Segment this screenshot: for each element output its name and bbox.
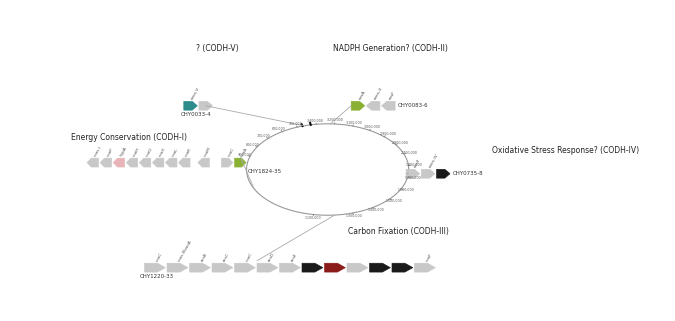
FancyArrow shape bbox=[113, 158, 125, 167]
Text: cooX: cooX bbox=[158, 147, 167, 157]
FancyArrow shape bbox=[406, 169, 420, 178]
FancyArrow shape bbox=[100, 158, 111, 167]
Text: cooH: cooH bbox=[132, 146, 140, 157]
Text: ? (CODH-V): ? (CODH-V) bbox=[196, 44, 239, 53]
Text: CHY0033-4: CHY0033-4 bbox=[181, 112, 212, 117]
Text: 3,100,000: 3,100,000 bbox=[346, 121, 363, 125]
Text: acsD: acsD bbox=[267, 252, 276, 263]
FancyArrow shape bbox=[87, 158, 99, 167]
Text: cosA: cosA bbox=[358, 90, 367, 100]
Text: 1,300,000: 1,300,000 bbox=[346, 214, 363, 218]
FancyArrow shape bbox=[257, 263, 278, 272]
Text: cooU: cooU bbox=[145, 146, 154, 157]
Text: coos-V: coos-V bbox=[190, 86, 201, 100]
Text: cooK: cooK bbox=[184, 147, 192, 157]
Text: acsC: acsC bbox=[223, 252, 231, 263]
Text: 600,000: 600,000 bbox=[272, 127, 286, 131]
Text: cooM: cooM bbox=[204, 146, 213, 157]
Text: cooA: cooA bbox=[240, 147, 249, 157]
Text: Energy Conservation (CODH-I): Energy Conservation (CODH-I) bbox=[71, 133, 187, 142]
Text: 1,100,000: 1,100,000 bbox=[304, 216, 321, 220]
Text: cooC: cooC bbox=[227, 147, 236, 157]
Text: hypA: hypA bbox=[119, 146, 128, 157]
Text: 3,000,000: 3,000,000 bbox=[364, 125, 381, 129]
Text: 1,700,000: 1,700,000 bbox=[405, 176, 421, 180]
Text: cooP: cooP bbox=[106, 147, 114, 157]
FancyArrow shape bbox=[184, 101, 197, 110]
FancyArrow shape bbox=[153, 158, 164, 167]
FancyArrow shape bbox=[178, 158, 190, 167]
FancyArrow shape bbox=[325, 263, 346, 272]
Text: Carbon Fixation (CODH-III): Carbon Fixation (CODH-III) bbox=[348, 227, 449, 236]
Text: 700,000: 700,000 bbox=[257, 134, 271, 138]
Text: acsE: acsE bbox=[290, 252, 298, 263]
Text: 2,700,000: 2,700,000 bbox=[401, 151, 418, 155]
Text: 1,400,000: 1,400,000 bbox=[368, 208, 385, 213]
FancyArrow shape bbox=[221, 158, 233, 167]
FancyArrow shape bbox=[392, 263, 413, 272]
Text: 3,400,000: 3,400,000 bbox=[307, 119, 324, 123]
Text: CHY0735-8: CHY0735-8 bbox=[453, 171, 484, 176]
Text: 1,600,000: 1,600,000 bbox=[398, 188, 414, 192]
Text: CHY1220-33: CHY1220-33 bbox=[139, 274, 173, 279]
FancyArrow shape bbox=[144, 263, 165, 272]
FancyArrow shape bbox=[167, 263, 188, 272]
Text: cooC: cooC bbox=[155, 252, 163, 263]
FancyArrow shape bbox=[234, 263, 255, 272]
FancyArrow shape bbox=[199, 101, 213, 110]
Text: 2,900,000: 2,900,000 bbox=[379, 132, 396, 136]
Text: CHY0083-6: CHY0083-6 bbox=[398, 103, 429, 108]
Text: 3,200,000: 3,200,000 bbox=[327, 118, 344, 122]
Text: CHY1824-35: CHY1824-35 bbox=[248, 169, 282, 174]
FancyArrow shape bbox=[190, 263, 211, 272]
FancyArrow shape bbox=[139, 158, 151, 167]
FancyArrow shape bbox=[437, 169, 450, 178]
Text: cooC: cooC bbox=[245, 252, 254, 263]
FancyArrow shape bbox=[165, 158, 177, 167]
Text: 800,000: 800,000 bbox=[246, 143, 259, 147]
Text: 1,800,000: 1,800,000 bbox=[406, 163, 423, 167]
Text: coos-IIIaooA: coos-IIIaooA bbox=[178, 239, 193, 263]
Text: 2,800,000: 2,800,000 bbox=[392, 141, 409, 145]
FancyArrow shape bbox=[234, 158, 246, 167]
Text: NADPH Generation? (CODH-II): NADPH Generation? (CODH-II) bbox=[333, 44, 448, 53]
Text: coos-IV: coos-IV bbox=[428, 153, 439, 169]
Text: cooL: cooL bbox=[171, 147, 180, 157]
FancyArrow shape bbox=[351, 101, 364, 110]
Text: cosF: cosF bbox=[388, 90, 397, 100]
Text: Oxidative Stress Response? (CODH-IV): Oxidative Stress Response? (CODH-IV) bbox=[493, 146, 639, 155]
Text: coos-II: coos-II bbox=[373, 86, 383, 100]
FancyArrow shape bbox=[212, 263, 233, 272]
FancyArrow shape bbox=[198, 158, 209, 167]
Text: cooF: cooF bbox=[425, 252, 433, 263]
FancyArrow shape bbox=[414, 263, 435, 272]
FancyArrow shape bbox=[421, 169, 435, 178]
FancyArrow shape bbox=[302, 263, 323, 272]
FancyArrow shape bbox=[369, 263, 390, 272]
Text: cooF: cooF bbox=[413, 158, 421, 169]
FancyArrow shape bbox=[279, 263, 300, 272]
Text: acsB: acsB bbox=[200, 252, 209, 263]
Text: coos-I: coos-I bbox=[92, 145, 102, 157]
Text: 100,000: 100,000 bbox=[288, 122, 302, 126]
FancyArrow shape bbox=[367, 101, 380, 110]
FancyArrow shape bbox=[126, 158, 138, 167]
Text: 900,000: 900,000 bbox=[238, 153, 252, 157]
FancyArrow shape bbox=[347, 263, 368, 272]
FancyArrow shape bbox=[381, 101, 395, 110]
Text: 1,500,000: 1,500,000 bbox=[386, 199, 402, 203]
